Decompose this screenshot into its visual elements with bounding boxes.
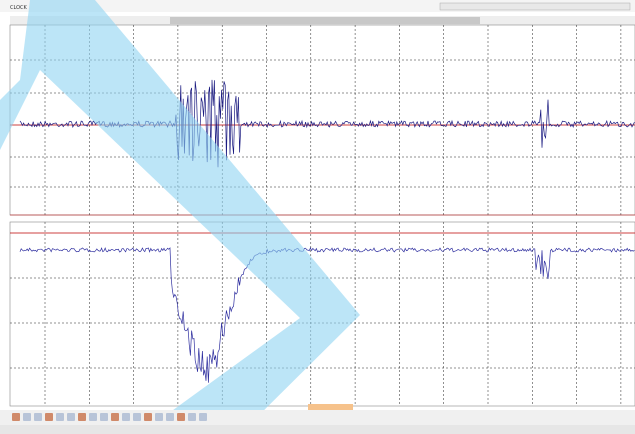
- page: CLOCK (() => { const data = JSON.parse(d…: [0, 0, 635, 434]
- tool-button[interactable]: [89, 413, 97, 421]
- tool-button[interactable]: [177, 413, 185, 421]
- corner-label: CLOCK: [10, 5, 28, 11]
- tool-button[interactable]: [111, 413, 119, 421]
- tool-button[interactable]: [34, 413, 42, 421]
- menu-bar: [0, 425, 635, 434]
- tool-button[interactable]: [23, 413, 31, 421]
- screen: CLOCK: [0, 0, 635, 434]
- tool-button[interactable]: [133, 413, 141, 421]
- tool-button[interactable]: [199, 413, 207, 421]
- tool-button[interactable]: [78, 413, 86, 421]
- tool-button[interactable]: [67, 413, 75, 421]
- tool-button[interactable]: [56, 413, 64, 421]
- tool-button[interactable]: [144, 413, 152, 421]
- tool-button[interactable]: [188, 413, 196, 421]
- tool-button[interactable]: [100, 413, 108, 421]
- tool-button[interactable]: [45, 413, 53, 421]
- tool-button[interactable]: [155, 413, 163, 421]
- tool-button[interactable]: [122, 413, 130, 421]
- tool-button[interactable]: [166, 413, 174, 421]
- tool-button[interactable]: [12, 413, 20, 421]
- scrollbar-thumb[interactable]: [170, 17, 480, 24]
- tab[interactable]: [308, 404, 353, 411]
- status-fields: [440, 3, 630, 10]
